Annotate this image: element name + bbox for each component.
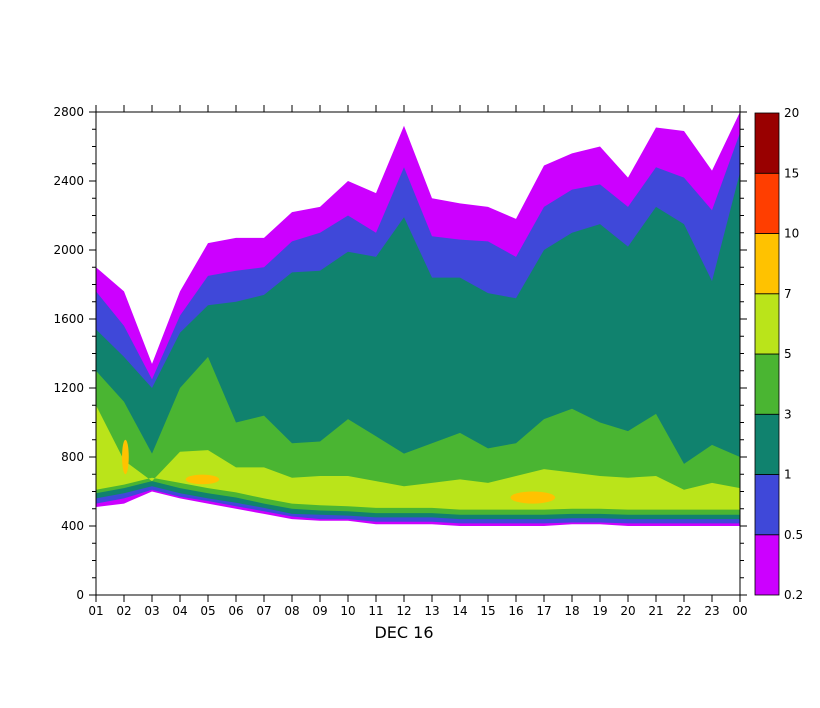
contour-highlight-0 <box>185 474 220 485</box>
colorbar-label: 15 <box>784 166 799 180</box>
x-tick-label: 21 <box>648 604 663 618</box>
y-tick-label: 2400 <box>53 174 84 188</box>
x-tick-label: 12 <box>396 604 411 618</box>
contour-highlight-1 <box>510 491 556 504</box>
y-axis: 0 400 800 1200 1600 2000 2400 2800 <box>53 105 747 602</box>
y-tick-label: 1200 <box>53 381 84 395</box>
x-tick-label: 01 <box>88 604 103 618</box>
x-tick-label: 14 <box>452 604 467 618</box>
colorbar-label: 5 <box>784 347 792 361</box>
y-tick-label: 0 <box>76 588 84 602</box>
colorbar-label: 1 <box>784 468 792 482</box>
colorbar-label: 7 <box>784 287 792 301</box>
x-tick-label: 20 <box>620 604 635 618</box>
x-tick-label: 17 <box>536 604 551 618</box>
x-tick-label: 05 <box>200 604 215 618</box>
x-tick-label: 18 <box>564 604 579 618</box>
y-tick-label: 400 <box>61 519 84 533</box>
colorbar-swatch <box>754 353 780 415</box>
colorbar-swatch <box>754 474 780 536</box>
x-tick-label: 22 <box>676 604 691 618</box>
colorbar-swatch <box>754 112 780 174</box>
y-tick-label: 2800 <box>53 105 84 119</box>
contour-bands <box>96 112 740 526</box>
colorbar-label: 0.5 <box>784 528 803 542</box>
y-tick-label: 1600 <box>53 312 84 326</box>
x-tick-label: 00 <box>732 604 747 618</box>
x-tick-label: 15 <box>480 604 495 618</box>
colorbar-swatch <box>754 172 780 234</box>
x-tick-label: 23 <box>704 604 719 618</box>
colorbar-label: 0.2 <box>784 588 803 602</box>
x-tick-label: 02 <box>116 604 131 618</box>
x-tick-label: 08 <box>284 604 299 618</box>
colorbar-swatch <box>754 413 780 475</box>
colorbar-swatch <box>754 293 780 355</box>
x-tick-label: 04 <box>172 604 187 618</box>
x-tick-label: 03 <box>144 604 159 618</box>
x-tick-label: 19 <box>592 604 607 618</box>
colorbar: 0.2 0.5 1 3 5 7 10 15 20 <box>754 106 803 602</box>
x-tick-label: 11 <box>368 604 383 618</box>
y-tick-label: 2000 <box>53 243 84 257</box>
y-tick-label: 800 <box>61 450 84 464</box>
contour-band-4 <box>96 405 740 510</box>
x-tick-label: 13 <box>424 604 439 618</box>
x-tick-label: 07 <box>256 604 271 618</box>
colorbar-swatch <box>754 534 780 596</box>
contour-highlight-2 <box>122 439 129 475</box>
x-tick-label: 09 <box>312 604 327 618</box>
x-axis-date-label: DEC 16 <box>374 623 433 642</box>
x-tick-label: 10 <box>340 604 355 618</box>
x-tick-label: 16 <box>508 604 523 618</box>
colorbar-label: 20 <box>784 106 799 120</box>
x-tick-label: 06 <box>228 604 243 618</box>
x-axis: 01 02 03 04 05 06 07 08 09 10 11 12 13 14 15 16 17 18 19 20… <box>88 105 748 618</box>
colorbar-label: 3 <box>784 407 792 421</box>
colorbar-swatch <box>754 233 780 295</box>
colorbar-label: 10 <box>784 227 799 241</box>
